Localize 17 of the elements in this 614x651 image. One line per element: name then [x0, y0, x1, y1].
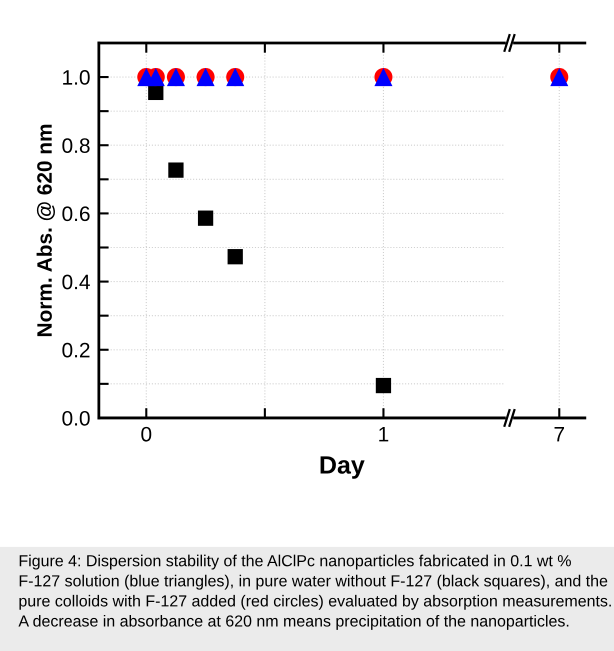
point — [168, 162, 184, 178]
x-tick-label: 1 — [379, 427, 388, 442]
point — [376, 378, 392, 394]
point — [228, 249, 243, 264]
y-tick-label: 0.8 — [62, 138, 90, 153]
caption: Figure 4: Dispersion stability of the AlClPc nanoparticles fabricated in 0.1 wt % F-127 solution (blue triangles), in pure water without F-127 (black squares), and the pure colloids with F-127 added (red circles) evaluated by absorption measurements. A decrease in absorbance at 620 nm means precipitation of the nanoparticles. — [18, 554, 611, 630]
y-axis-title: Norm. Abs. @ 620 nm — [36, 124, 55, 336]
y-tick-label: 0.0 — [62, 410, 90, 426]
x-axis-title: Day — [320, 456, 365, 479]
point — [198, 210, 214, 226]
y-tick-label: 1.0 — [63, 70, 90, 85]
point — [148, 84, 164, 100]
x-tick-label: 7 — [554, 427, 564, 442]
y-tick-label: 0.6 — [62, 206, 90, 222]
y-tick-label: 0.2 — [62, 342, 90, 358]
x-tick-label: 0 — [141, 426, 152, 442]
y-tick-label: 0.4 — [62, 274, 90, 290]
